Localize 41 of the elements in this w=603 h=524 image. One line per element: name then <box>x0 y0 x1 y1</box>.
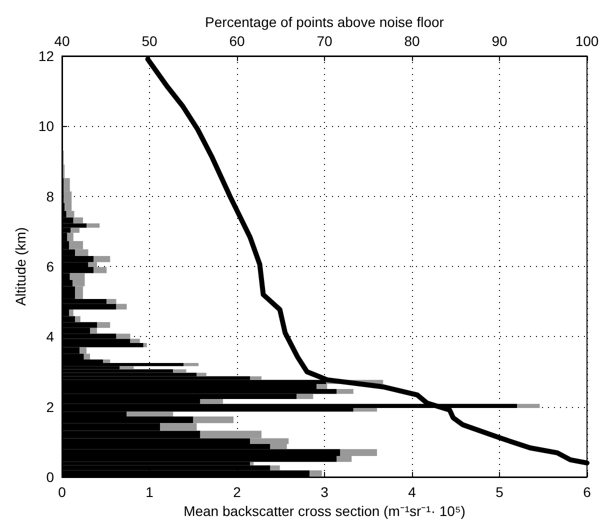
bar <box>310 470 322 477</box>
x-tick-label: 3 <box>320 484 329 500</box>
bar <box>336 388 354 394</box>
y-tick-label: 4 <box>46 328 54 345</box>
bar <box>90 328 97 334</box>
bar <box>130 338 140 343</box>
x-tick-label: 1 <box>146 484 154 500</box>
bar <box>126 412 174 416</box>
y-axis-title: Altitude (km) <box>12 227 29 306</box>
y-tick-label: 2 <box>46 398 54 415</box>
bar <box>106 298 116 304</box>
x2-tick-label: 40 <box>54 33 70 49</box>
x2-tick-label: 80 <box>404 33 420 49</box>
bar <box>270 465 280 470</box>
x2-tick-label: 70 <box>316 33 332 49</box>
bar <box>296 394 314 399</box>
bar <box>75 316 80 322</box>
x-tick-label: 0 <box>58 484 66 500</box>
bar <box>143 342 147 348</box>
y-tick-label: 12 <box>38 48 54 64</box>
x2-tick-label: 50 <box>142 33 158 49</box>
bar <box>116 304 127 310</box>
x2-tick-label: 60 <box>229 33 245 49</box>
y-tick-label: 6 <box>46 258 54 274</box>
bar <box>86 223 100 228</box>
y-tick-label: 10 <box>38 118 54 134</box>
x-tick-label: 6 <box>583 484 592 500</box>
x-tick-label: 5 <box>496 484 504 500</box>
y-tick-label: 0 <box>46 469 54 485</box>
bar <box>69 309 74 316</box>
x-axis-title: Mean backscatter cross section (m⁻¹sr⁻¹· 10⁵) <box>184 502 466 519</box>
bar <box>200 398 223 404</box>
x2-tick-label: 90 <box>492 33 508 49</box>
bar <box>116 334 130 339</box>
x-tick-label: 2 <box>233 484 242 500</box>
bar <box>517 404 540 408</box>
x2-tick-label: 100 <box>575 33 599 49</box>
y-tick-label: 8 <box>46 188 54 204</box>
bar <box>97 322 110 328</box>
x2-axis-title: Percentage of points above noise floor <box>205 14 444 30</box>
x-tick-label: 4 <box>408 484 416 500</box>
